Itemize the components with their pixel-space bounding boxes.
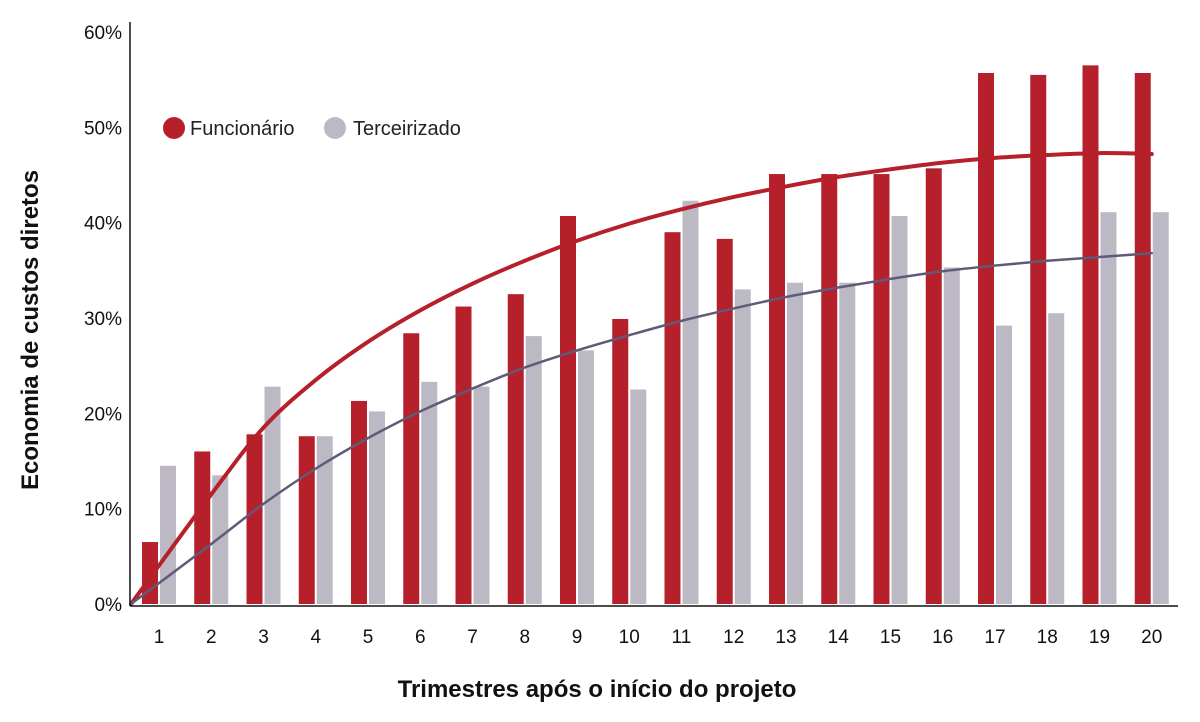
x-tick-label: 1: [154, 627, 165, 648]
bar-terceirizado-15: [891, 215, 908, 604]
bar-terceirizado-8: [525, 336, 542, 604]
bar-terceirizado-16: [943, 267, 960, 604]
x-tick-label: 13: [775, 627, 796, 648]
y-tick-label: 0%: [95, 595, 123, 616]
x-tick-label: 14: [828, 627, 850, 648]
x-tick-label: 15: [880, 627, 901, 648]
bar-funcionario-15: [873, 174, 890, 604]
y-tick-label: 50%: [84, 118, 122, 139]
trend-line-terceirizado: [129, 251, 1153, 606]
bar-terceirizado-17: [996, 325, 1012, 604]
x-tick-label: 7: [467, 627, 478, 648]
x-tick-label: 8: [519, 627, 530, 648]
bar-terceirizado-3: [264, 386, 281, 604]
bar-funcionario-13: [769, 174, 785, 604]
bar-funcionario-4: [298, 436, 315, 604]
x-tick-label: 10: [619, 627, 640, 648]
axes-group: [129, 22, 1178, 607]
bar-terceirizado-13: [787, 282, 803, 604]
y-tick-label: 40%: [84, 214, 122, 235]
bar-funcionario-6: [403, 333, 420, 604]
x-tick-label: 19: [1089, 627, 1110, 648]
bar-terceirizado-2: [212, 475, 229, 604]
bar-terceirizado-12: [734, 289, 751, 604]
bar-terceirizado-7: [473, 386, 490, 604]
bar-funcionario-2: [194, 451, 211, 604]
y-axis-title: Economia de custos diretos: [17, 170, 44, 490]
bar-funcionario-7: [455, 306, 472, 604]
bar-terceirizado-20: [1152, 212, 1169, 604]
legend-label-funcionario: Funcionário: [190, 118, 295, 140]
x-tick-label: 3: [258, 627, 269, 648]
x-tick-label: 9: [572, 627, 583, 648]
x-tick-label: 17: [984, 627, 1005, 648]
bar-funcionario-18: [1030, 74, 1047, 604]
bar-funcionario-12: [716, 238, 733, 604]
bar-funcionario-3: [246, 434, 263, 604]
bar-funcionario-14: [821, 174, 838, 604]
bar-funcionario-9: [560, 215, 576, 604]
bars-group: [142, 65, 1169, 605]
x-tick-label: 18: [1037, 627, 1058, 648]
bar-funcionario-5: [351, 400, 367, 604]
y-tick-label: 60%: [84, 23, 122, 44]
bar-terceirizado-5: [369, 411, 385, 604]
bar-terceirizado-10: [630, 389, 647, 604]
bar-funcionario-19: [1082, 65, 1099, 604]
x-tick-label: 6: [415, 627, 426, 648]
legend-label-terceirizado: Terceirizado: [353, 118, 461, 140]
y-tick-label: 30%: [84, 309, 122, 330]
y-tick-label: 10%: [84, 500, 122, 521]
y-tick-label: 20%: [84, 404, 122, 425]
x-tick-label: 16: [932, 627, 953, 648]
legend-swatch-terceirizado: [324, 117, 346, 139]
x-tick-label: 12: [723, 627, 744, 648]
y-tick-labels: 0% 10% 20% 30% 40% 50% 60%: [84, 23, 122, 616]
x-tick-label: 4: [310, 627, 321, 648]
bar-funcionario-8: [507, 294, 524, 604]
bar-funcionario-11: [664, 232, 681, 604]
bar-funcionario-16: [925, 168, 942, 604]
bar-funcionario-17: [978, 72, 994, 604]
bar-funcionario-1: [142, 542, 158, 604]
bar-terceirizado-4: [316, 436, 333, 604]
bar-funcionario-10: [612, 318, 629, 604]
x-tick-label: 11: [672, 627, 692, 648]
x-tick-labels: 1 2 3 4 5 6 7 8 9 10 11 12 13 14 15 16 17 18 19 20: [154, 627, 1163, 648]
bar-terceirizado-14: [839, 282, 856, 604]
bar-terceirizado-19: [1100, 212, 1117, 604]
bar-terceirizado-6: [421, 381, 438, 604]
bar-funcionario-20: [1134, 72, 1151, 604]
bar-terceirizado-1: [160, 465, 176, 604]
x-tick-label: 2: [206, 627, 217, 648]
legend: Funcionário Terceirizado: [163, 117, 461, 140]
bar-terceirizado-9: [578, 350, 594, 604]
legend-swatch-funcionario: [163, 117, 185, 139]
trend-line-funcionario: [129, 151, 1154, 606]
x-axis-title: Trimestres após o início do projeto: [398, 676, 797, 703]
x-tick-label: 20: [1141, 627, 1162, 648]
bar-terceirizado-18: [1048, 313, 1065, 604]
x-tick-label: 5: [363, 627, 374, 648]
bar-terceirizado-11: [682, 200, 699, 605]
trend-lines-group: [129, 151, 1154, 606]
